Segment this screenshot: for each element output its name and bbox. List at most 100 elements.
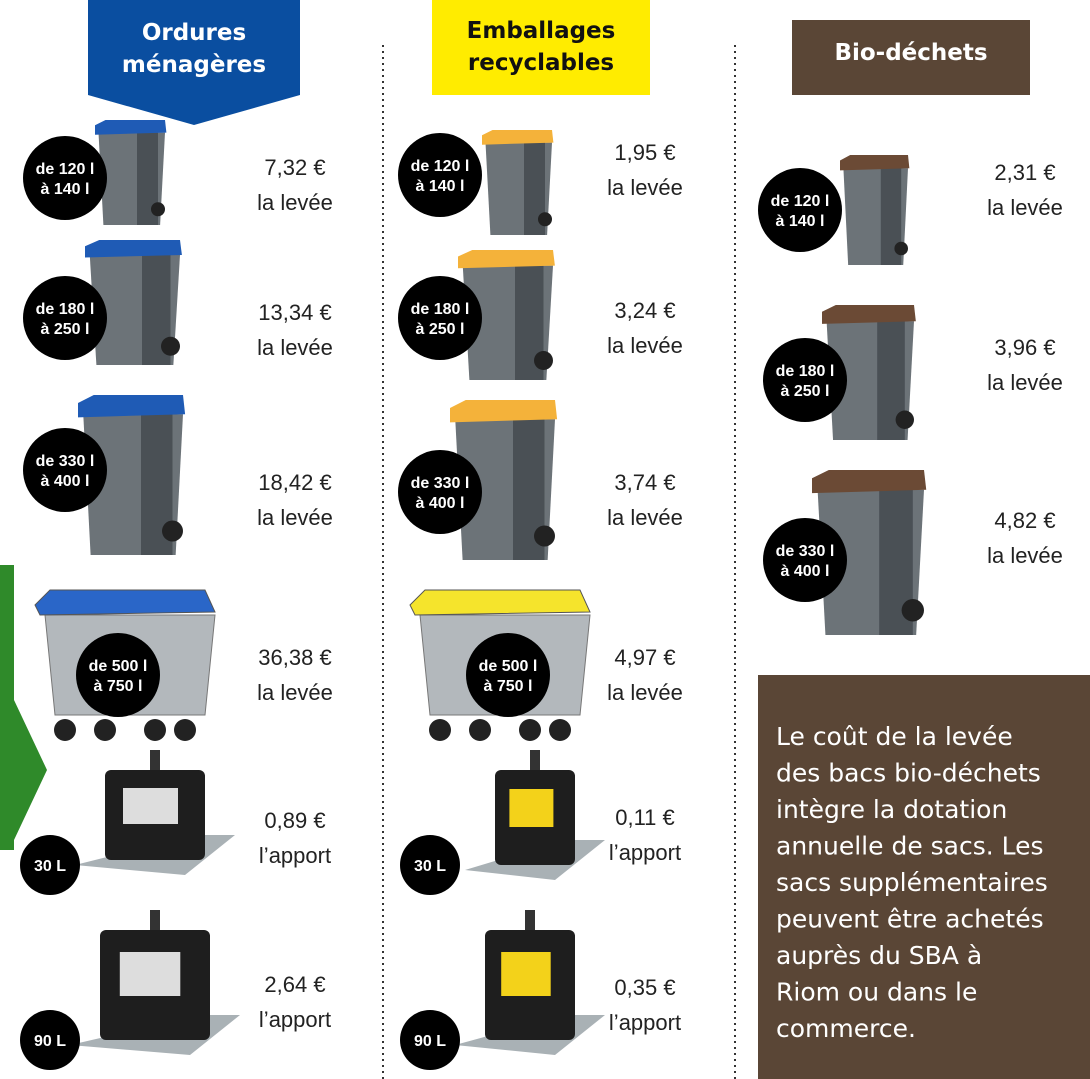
- header-banner: [88, 0, 300, 125]
- note-text: Le coût de la levée: [776, 722, 1013, 751]
- note-box: [758, 675, 1090, 1079]
- bin-lid: [450, 400, 558, 423]
- price-unit: l’apport: [259, 1007, 331, 1032]
- green-arrow: [0, 565, 47, 850]
- size-label: à 400 l: [781, 563, 830, 580]
- bin-lid: [458, 250, 555, 269]
- price-unit: la levée: [987, 370, 1063, 395]
- size-label: à 140 l: [416, 178, 465, 195]
- container-wheel: [429, 719, 451, 741]
- price: 18,42 €: [258, 470, 331, 495]
- size-label: à 140 l: [776, 213, 825, 230]
- bin-icon: [78, 395, 186, 555]
- bin-lid: [95, 120, 167, 135]
- size-badge: [23, 136, 107, 220]
- price: 2,64 €: [264, 972, 325, 997]
- price-unit: la levée: [987, 543, 1063, 568]
- price-unit: la levée: [987, 195, 1063, 220]
- size-label: de 330 l: [411, 475, 470, 492]
- kiosk-pole: [525, 910, 535, 935]
- bin-icon: [840, 155, 910, 265]
- price-unit: la levée: [607, 680, 683, 705]
- kiosk-icon: [465, 750, 605, 880]
- container-wheel: [549, 719, 571, 741]
- note-text: Riom ou dans le: [776, 978, 977, 1007]
- size-label: à 750 l: [94, 678, 143, 695]
- size-label: de 500 l: [89, 658, 148, 675]
- price: 0,89 €: [264, 808, 325, 833]
- price: 0,11 €: [615, 805, 675, 830]
- header-title: ménagères: [122, 52, 266, 78]
- price-unit: la levée: [257, 505, 333, 530]
- price-unit: la levée: [607, 505, 683, 530]
- kiosk-icon: [70, 910, 240, 1055]
- note-text: sacs supplémentaires: [776, 868, 1048, 897]
- header-banner: [792, 20, 1030, 95]
- header-title: Bio-déchets: [834, 40, 987, 66]
- size-label: de 120 l: [36, 161, 95, 178]
- note-text: intègre la dotation: [776, 795, 1007, 824]
- price-unit: la levée: [607, 333, 683, 358]
- bin-lid: [812, 470, 927, 494]
- header-title: Emballages: [467, 18, 616, 44]
- container-lid: [34, 589, 216, 616]
- price: 7,32 €: [264, 155, 325, 180]
- size-label: de 120 l: [411, 158, 470, 175]
- note-text: auprès du SBA à: [776, 941, 982, 970]
- kiosk-poster: [501, 952, 551, 996]
- bin-wheel: [901, 599, 924, 622]
- container-wheel: [519, 719, 541, 741]
- bin-icon: [458, 250, 555, 380]
- bin-lid: [822, 305, 916, 324]
- header-title: recyclables: [468, 50, 614, 76]
- size-badge: [398, 133, 482, 217]
- kiosk-pole: [150, 750, 160, 775]
- bin-lid: [482, 130, 554, 145]
- bin-wheel: [161, 336, 180, 356]
- size-label: 90 L: [34, 1033, 66, 1050]
- price-unit: la levée: [607, 175, 683, 200]
- size-badge: [20, 835, 80, 895]
- price-unit: l’apport: [609, 1010, 681, 1035]
- note-text: peuvent être achetés: [776, 905, 1044, 934]
- container-wheel: [54, 719, 76, 741]
- container-wheel: [174, 719, 196, 741]
- price: 13,34 €: [258, 300, 331, 325]
- size-label: de 330 l: [36, 453, 95, 470]
- size-label: 30 L: [34, 858, 66, 875]
- bin-icon: [812, 470, 927, 635]
- bin-lid: [78, 395, 186, 418]
- size-label: à 400 l: [416, 495, 465, 512]
- bin-side: [880, 168, 902, 265]
- note-text: commerce.: [776, 1014, 916, 1043]
- price-unit: la levée: [257, 680, 333, 705]
- bin-wheel: [151, 202, 165, 217]
- price: 4,82 €: [994, 508, 1055, 533]
- size-label: de 180 l: [411, 301, 470, 318]
- size-label: à 250 l: [416, 321, 465, 338]
- size-label: 90 L: [414, 1033, 446, 1050]
- bin-icon: [85, 240, 182, 365]
- size-badge: [398, 450, 482, 534]
- bin-side: [524, 142, 545, 235]
- kiosk-poster: [509, 789, 554, 827]
- price: 0,35 €: [614, 975, 675, 1000]
- size-badge: [23, 276, 107, 360]
- header-title: Ordures: [142, 20, 246, 46]
- size-badge: [758, 168, 842, 252]
- size-badge: [763, 338, 847, 422]
- price: 1,95 €: [614, 140, 675, 165]
- header-banner: [432, 0, 650, 95]
- size-badge: [76, 633, 160, 717]
- bin-lid: [840, 155, 910, 171]
- kiosk-pole: [530, 750, 540, 775]
- size-badge: [20, 1010, 80, 1070]
- bin-wheel: [538, 212, 552, 227]
- size-label: de 120 l: [771, 193, 830, 210]
- size-label: de 180 l: [36, 301, 95, 318]
- container-wheel: [469, 719, 491, 741]
- bin-icon: [482, 130, 554, 235]
- size-label: à 250 l: [41, 321, 90, 338]
- kiosk-poster: [123, 788, 178, 824]
